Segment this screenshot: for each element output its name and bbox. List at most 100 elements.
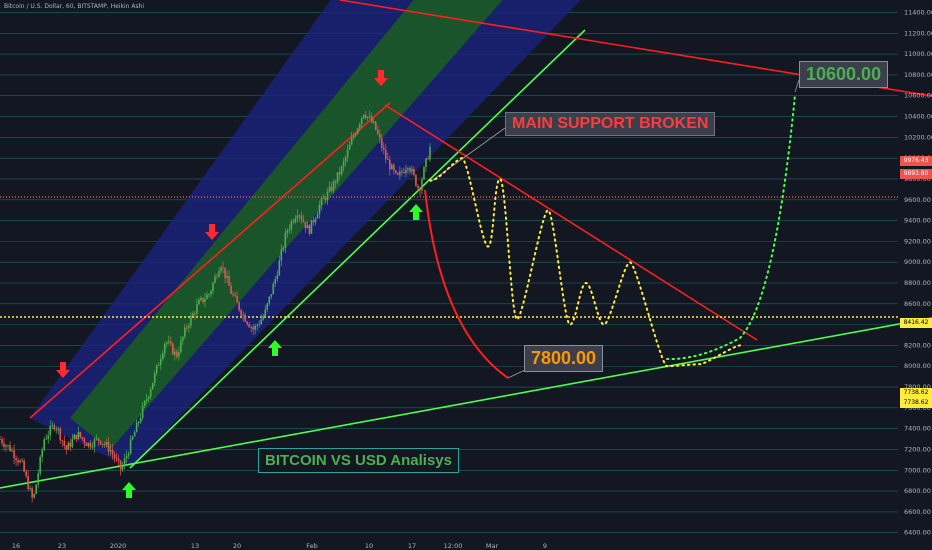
time-axis[interactable]: 16 23 2020 13 20 Feb 10 17 12:00 Mar 9 — [12, 542, 547, 550]
price-tick-label: 9200.00 — [904, 237, 931, 245]
candle-body — [389, 159, 391, 170]
candle-body — [300, 215, 303, 220]
candle-body — [21, 460, 23, 462]
candle-body — [101, 443, 104, 445]
price-tick-label: 9600.00 — [904, 196, 931, 204]
candle-body — [1, 439, 3, 444]
candle-body — [284, 232, 287, 248]
price-tick-label: 8200.00 — [904, 341, 931, 349]
candle-body — [415, 174, 417, 186]
candle-body — [294, 218, 297, 223]
candle-body — [218, 271, 220, 277]
candle-body — [228, 276, 230, 286]
candle-body — [196, 304, 198, 314]
candle-body — [403, 172, 405, 174]
candle-body — [376, 129, 379, 134]
candle-body — [208, 294, 210, 296]
candle-body — [67, 442, 70, 450]
candle-body — [214, 276, 216, 283]
candle-body — [338, 172, 341, 175]
price-tick-label: 6600.00 — [904, 508, 931, 516]
candle-body — [332, 181, 335, 191]
candle-body — [264, 309, 267, 317]
chart-title-line: Bitcoin / U.S. Dollar, 60, BITSTAMP, Hei… — [4, 3, 145, 10]
candle-body — [310, 219, 313, 234]
candle-body — [198, 299, 200, 305]
candle-body — [113, 454, 116, 459]
price-tick-label: 7200.00 — [904, 445, 931, 453]
candle-body — [155, 365, 158, 374]
candle-body — [141, 405, 144, 418]
candle-body — [212, 282, 214, 291]
candle-body — [19, 460, 21, 463]
candle-body — [81, 436, 84, 439]
time-tick-label: 10 — [365, 542, 373, 550]
candle-body — [163, 343, 166, 354]
candle-body — [153, 373, 156, 383]
time-tick-label: 2020 — [110, 542, 127, 550]
candle-body — [268, 296, 271, 304]
candle-body — [15, 457, 17, 461]
price-tick-label: 7400.00 — [904, 425, 931, 433]
candle-body — [366, 116, 369, 118]
candle-body — [143, 400, 146, 406]
price-tag: 7738.62 — [900, 398, 932, 409]
candle-body — [393, 164, 395, 171]
candle-body — [188, 325, 190, 328]
candle-body — [135, 422, 138, 433]
candle-body — [137, 422, 140, 423]
candle-body — [372, 121, 375, 123]
candle-body — [258, 324, 261, 326]
candle-body — [236, 295, 238, 303]
candle-body — [73, 434, 76, 440]
candle-body — [133, 432, 136, 437]
price-tag: 9976.43 — [900, 155, 932, 166]
candle-body — [125, 455, 128, 459]
candle-body — [425, 158, 427, 167]
price-tick-label: 11400.00 — [904, 8, 932, 16]
candle-body — [421, 179, 423, 191]
callout-connector — [429, 127, 506, 183]
candle-body — [262, 316, 265, 320]
candle-body — [25, 471, 27, 476]
candle-body — [316, 214, 319, 219]
candle-body — [169, 341, 172, 344]
price-candles — [0, 110, 431, 503]
main-support-callout[interactable]: MAIN SUPPORT BROKEN — [505, 112, 716, 136]
candle-body — [302, 219, 305, 222]
candle-body — [5, 445, 7, 447]
candle-body — [131, 436, 134, 440]
candle-body — [409, 168, 411, 172]
candle-body — [103, 443, 106, 445]
candle-body — [364, 114, 367, 118]
buy-arrow-icon — [268, 340, 282, 356]
candle-body — [176, 351, 178, 357]
candle-body — [298, 215, 301, 217]
target-callout[interactable]: 10600.00 — [799, 61, 889, 88]
candle-body — [93, 439, 96, 447]
candle-body — [230, 285, 232, 294]
lower-channel-line — [129, 29, 586, 469]
price-tick-label: 7000.00 — [904, 466, 931, 474]
candle-body — [354, 133, 357, 136]
candle-body — [292, 221, 295, 223]
price-tick-label: 11200.00 — [904, 29, 932, 37]
candle-body — [147, 396, 150, 400]
price-axis[interactable]: 6400.00 6600.00 6800.00 7000.00 7200.00 7400.… — [904, 8, 932, 536]
price-tick-label: 6400.00 — [904, 529, 931, 537]
channel-inner-band — [70, 0, 503, 450]
candle-body — [151, 382, 154, 390]
candle-body — [45, 438, 48, 440]
candle-body — [374, 121, 377, 130]
low-callout[interactable]: 7800.00 — [524, 345, 604, 372]
candle-body — [413, 168, 415, 175]
candle-body — [47, 435, 50, 439]
candle-body — [248, 324, 250, 328]
candle-body — [123, 458, 126, 467]
candle-body — [17, 460, 19, 463]
candle-body — [240, 310, 242, 316]
sell-arrow-icon — [56, 362, 70, 378]
candle-body — [182, 336, 184, 341]
time-tick-label: 9 — [543, 542, 547, 550]
